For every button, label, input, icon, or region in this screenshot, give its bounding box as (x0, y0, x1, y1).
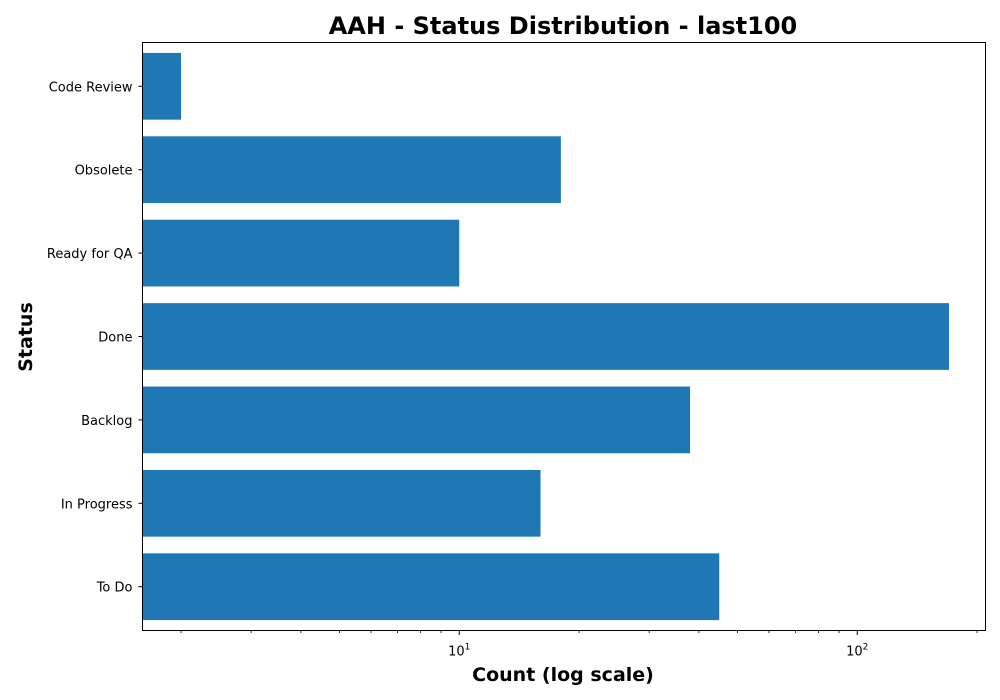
y-tick-label: Code Review (49, 80, 133, 95)
bar-in-progress (142, 469, 541, 537)
y-axis-ticks: To Do In Progress Backlog Done Ready for QA O… (47, 80, 143, 596)
bar-code-review (142, 52, 182, 120)
y-tick-label: Backlog (81, 414, 132, 429)
bar-to-do (142, 553, 720, 621)
y-tick-label: Ready for QA (47, 247, 133, 262)
y-axis-label: Status (15, 302, 37, 372)
y-tick-label: Obsolete (75, 164, 133, 179)
x-axis-label: Count (log scale) (472, 664, 654, 686)
chart-title: AAH - Status Distribution - last100 (329, 12, 798, 40)
y-tick-label: To Do (96, 581, 133, 596)
x-tick-label: 101 (448, 643, 470, 660)
x-axis-ticks: 101 102 (180, 630, 978, 660)
y-tick-label: Done (98, 331, 132, 346)
y-tick-label: In Progress (61, 497, 133, 512)
bar-done (142, 303, 949, 370)
bar-obsolete (142, 136, 561, 204)
bars-group (142, 52, 949, 621)
x-tick-label: 102 (846, 643, 868, 660)
bar-ready-for-qa (142, 219, 460, 287)
bar-backlog (142, 386, 691, 454)
